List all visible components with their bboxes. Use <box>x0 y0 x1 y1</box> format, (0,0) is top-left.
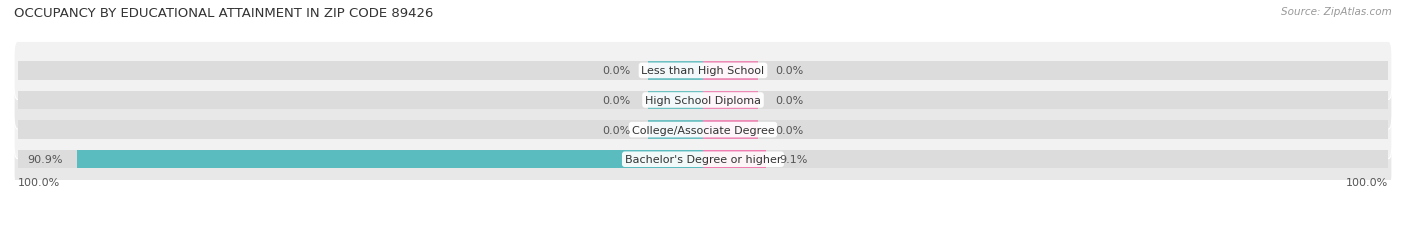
Text: 0.0%: 0.0% <box>602 96 631 106</box>
Bar <box>17 121 700 139</box>
FancyBboxPatch shape <box>14 131 1392 188</box>
Bar <box>17 91 700 110</box>
Bar <box>77 150 703 169</box>
Text: 0.0%: 0.0% <box>775 96 804 106</box>
Bar <box>706 150 1389 169</box>
Bar <box>648 91 703 110</box>
Text: 9.1%: 9.1% <box>779 155 808 164</box>
Text: 0.0%: 0.0% <box>775 66 804 76</box>
Text: High School Diploma: High School Diploma <box>645 96 761 106</box>
Text: OCCUPANCY BY EDUCATIONAL ATTAINMENT IN ZIP CODE 89426: OCCUPANCY BY EDUCATIONAL ATTAINMENT IN Z… <box>14 7 433 20</box>
Bar <box>706 91 1389 110</box>
Text: 0.0%: 0.0% <box>775 125 804 135</box>
FancyBboxPatch shape <box>14 101 1392 159</box>
Bar <box>703 91 758 110</box>
Text: 100.0%: 100.0% <box>17 177 59 187</box>
Bar <box>703 121 758 139</box>
Text: Source: ZipAtlas.com: Source: ZipAtlas.com <box>1281 7 1392 17</box>
Bar <box>703 62 758 80</box>
Text: Bachelor's Degree or higher: Bachelor's Degree or higher <box>624 155 782 164</box>
Text: Less than High School: Less than High School <box>641 66 765 76</box>
Text: 0.0%: 0.0% <box>602 125 631 135</box>
Bar <box>17 150 700 169</box>
Bar <box>706 62 1389 80</box>
FancyBboxPatch shape <box>14 42 1392 100</box>
Text: College/Associate Degree: College/Associate Degree <box>631 125 775 135</box>
Bar <box>17 62 700 80</box>
Bar <box>648 62 703 80</box>
Text: 90.9%: 90.9% <box>28 155 63 164</box>
Text: 100.0%: 100.0% <box>1347 177 1389 187</box>
Text: 0.0%: 0.0% <box>602 66 631 76</box>
Bar <box>703 150 766 169</box>
Bar <box>706 121 1389 139</box>
Bar <box>648 121 703 139</box>
FancyBboxPatch shape <box>14 72 1392 129</box>
